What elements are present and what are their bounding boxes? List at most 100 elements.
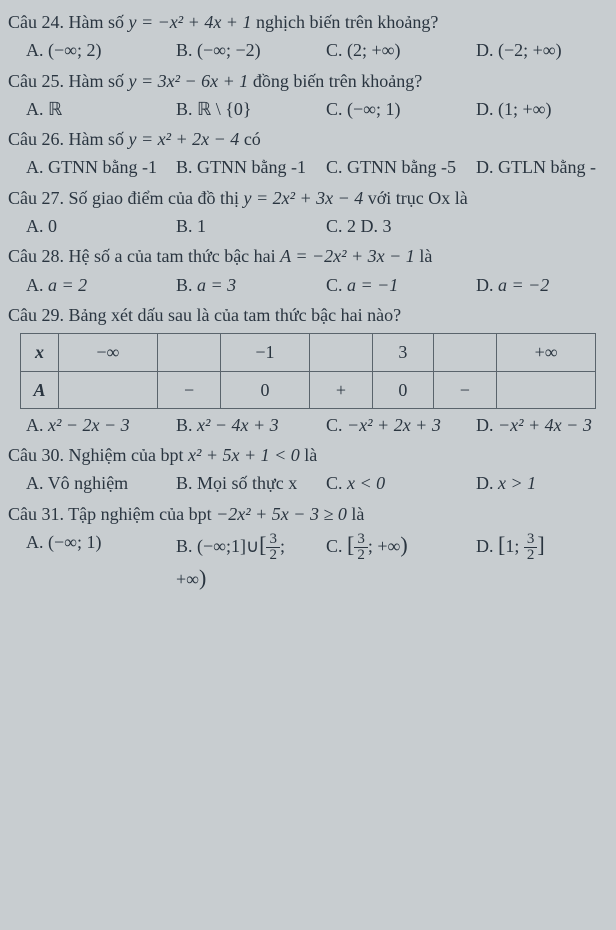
q24-d-val: (−2; +∞)	[498, 40, 562, 60]
q29-opt-b: B. x² − 4x + 3	[158, 413, 308, 437]
q29-c-val: −x² + 2x + 3	[347, 415, 441, 435]
question-27: Câu 27. Số giao điểm của đồ thị y = 2x² …	[8, 186, 608, 210]
q27-a-val: 0	[48, 216, 57, 236]
q24-stem-post: nghịch biến trên khoảng?	[256, 12, 438, 32]
q28-b-val: a = 3	[197, 275, 236, 295]
q30-opt-a: A. Vô nghiệm	[8, 471, 158, 495]
cell-pinf: +∞	[497, 334, 596, 371]
q30-stem-post: là	[304, 445, 317, 465]
q29-d-val: −x² + 4x − 3	[498, 415, 592, 435]
question-25: Câu 25. Hàm số y = 3x² − 6x + 1 đồng biế…	[8, 69, 608, 93]
q25-opt-a: A. ℝ	[8, 97, 158, 121]
sign-minus: −	[433, 371, 497, 408]
q28-stem-pre: Câu 28. Hệ số a của tam thức bậc hai	[8, 246, 280, 266]
q25-stem-pre: Câu 25. Hàm số	[8, 71, 129, 91]
q24-stem-pre: Câu 24. Hàm số	[8, 12, 129, 32]
q26-stem-pre: Câu 26. Hàm số	[8, 129, 129, 149]
q24-a-val: (−∞; 2)	[48, 40, 101, 60]
q29-options: A. x² − 2x − 3 B. x² − 4x + 3 C. −x² + 2…	[8, 413, 608, 437]
q24-options: A. (−∞; 2) B. (−∞; −2) C. (2; +∞) D. (−2…	[8, 38, 608, 62]
q31-stem-pre: Câu 31. Tập nghiệm của bpt	[8, 504, 216, 524]
q29-opt-d: D. −x² + 4x − 3	[458, 413, 608, 437]
q29-b-val: x² − 4x + 3	[197, 415, 279, 435]
q30-fn: x² + 5x + 1 < 0	[188, 445, 300, 465]
q27-options: A. 0 B. 1 C. 2 D. 3	[8, 214, 608, 238]
q29-opt-a: A. x² − 2x − 3	[8, 413, 158, 437]
table-row: x −∞ −1 3 +∞	[21, 334, 596, 371]
q29-opt-c: C. −x² + 2x + 3	[308, 413, 458, 437]
q28-d-val: a = −2	[498, 275, 549, 295]
question-30: Câu 30. Nghiệm của bpt x² + 5x + 1 < 0 l…	[8, 443, 608, 467]
q28-opt-b: B. a = 3	[158, 273, 308, 297]
q27-fn: y = 2x² + 3x − 4	[243, 188, 363, 208]
q30-b-val: Mọi số thực x	[197, 473, 297, 493]
question-29: Câu 29. Bảng xét dấu sau là của tam thức…	[8, 303, 608, 327]
q27-b-val: 1	[197, 216, 206, 236]
question-26: Câu 26. Hàm số y = x² + 2x − 4 có	[8, 127, 608, 151]
cell-empty	[433, 334, 497, 371]
q27-stem-post: với trục Ox là	[368, 188, 468, 208]
q24-fn: y = −x² + 4x + 1	[129, 12, 252, 32]
q24-b-val: (−∞; −2)	[197, 40, 261, 60]
q28-a-val: a = 2	[48, 275, 87, 295]
q26-c-val: GTNN bằng -5	[347, 157, 456, 177]
q24-opt-a: A. (−∞; 2)	[8, 38, 158, 62]
q26-stem-post: có	[244, 129, 261, 149]
q31-a-val: (−∞; 1)	[48, 532, 101, 552]
q26-b-val: GTNN bằng -1	[197, 157, 306, 177]
cell-ninf: −∞	[59, 334, 158, 371]
q25-b-val: ℝ \ {0}	[197, 99, 252, 119]
q25-d-val: (1; +∞)	[498, 99, 551, 119]
q28-c-val: a = −1	[347, 275, 398, 295]
q24-opt-b: B. (−∞; −2)	[158, 38, 308, 62]
sign-minus: −	[157, 371, 221, 408]
q31-opt-a: A. (−∞; 1)	[8, 530, 158, 593]
q30-opt-b: B. Mọi số thực x	[158, 471, 308, 495]
cell-empty	[497, 371, 596, 408]
sign-zero: 0	[373, 371, 433, 408]
q30-c-val: x < 0	[347, 473, 385, 493]
q25-opt-c: C. (−∞; 1)	[308, 97, 458, 121]
q28-opt-d: D. a = −2	[458, 273, 608, 297]
q29-stem: Câu 29. Bảng xét dấu sau là của tam thức…	[8, 305, 401, 325]
q27-opt-b: B. 1	[158, 214, 308, 238]
q31-opt-b: B. (−∞;1]∪[32; +∞)	[158, 530, 308, 593]
q29-a-val: x² − 2x − 3	[48, 415, 130, 435]
q31-fn: −2x² + 5x − 3 ≥ 0	[216, 504, 347, 524]
sign-plus: +	[309, 371, 373, 408]
q30-opt-c: C. x < 0	[308, 471, 458, 495]
q30-d-val: x > 1	[498, 473, 536, 493]
q25-a-val: ℝ	[48, 99, 62, 119]
q27-opt-c: C. 2 D. 3	[308, 214, 458, 238]
table-row: A − 0 + 0 −	[21, 371, 596, 408]
q27-opt-a: A. 0	[8, 214, 158, 238]
sign-zero: 0	[221, 371, 309, 408]
q30-opt-d: D. x > 1	[458, 471, 608, 495]
q24-opt-c: C. (2; +∞)	[308, 38, 458, 62]
cell-empty	[59, 371, 158, 408]
q30-stem-pre: Câu 30. Nghiệm của bpt	[8, 445, 188, 465]
q31-opt-c: C. [32; +∞)	[308, 530, 458, 593]
q26-opt-c: C. GTNN bằng -5	[308, 155, 458, 179]
q28-stem-post: là	[419, 246, 432, 266]
q26-opt-b: B. GTNN bằng -1	[158, 155, 308, 179]
question-28: Câu 28. Hệ số a của tam thức bậc hai A =…	[8, 244, 608, 268]
cell-empty	[157, 334, 221, 371]
q24-opt-d: D. (−2; +∞)	[458, 38, 608, 62]
q24-c-val: (2; +∞)	[347, 40, 400, 60]
q25-fn: y = 3x² − 6x + 1	[129, 71, 249, 91]
cell-m1: −1	[221, 334, 309, 371]
q27-stem-pre: Câu 27. Số giao điểm của đồ thị	[8, 188, 243, 208]
q28-fn: A = −2x² + 3x − 1	[280, 246, 415, 266]
q26-d-val: GTLN bằng -	[498, 157, 596, 177]
question-31: Câu 31. Tập nghiệm của bpt −2x² + 5x − 3…	[8, 502, 608, 526]
q28-options: A. a = 2 B. a = 3 C. a = −1 D. a = −2	[8, 273, 608, 297]
cell-3: 3	[373, 334, 433, 371]
q25-c-val: (−∞; 1)	[347, 99, 400, 119]
q25-stem-post: đồng biến trên khoảng?	[253, 71, 422, 91]
q26-fn: y = x² + 2x − 4	[129, 129, 240, 149]
q30-options: A. Vô nghiệm B. Mọi số thực x C. x < 0 D…	[8, 471, 608, 495]
q28-opt-a: A. a = 2	[8, 273, 158, 297]
q31-options: A. (−∞; 1) B. (−∞;1]∪[32; +∞) C. [32; +∞…	[8, 530, 608, 593]
q30-a-val: Vô nghiệm	[48, 473, 129, 493]
